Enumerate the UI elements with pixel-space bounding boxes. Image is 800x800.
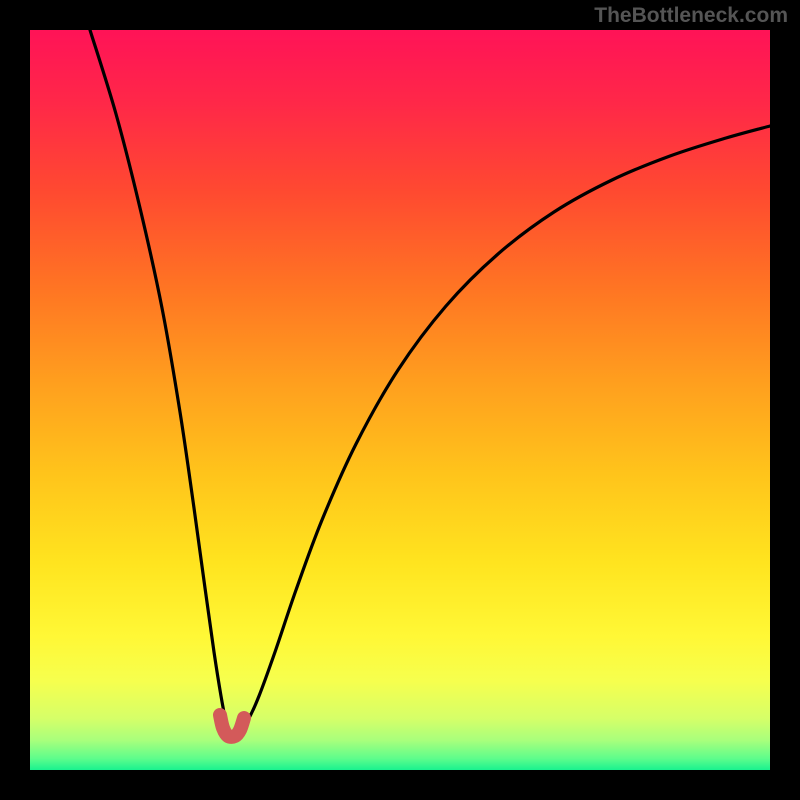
watermark-text: TheBottleneck.com (594, 4, 788, 28)
curve-layer (30, 30, 770, 770)
bottleneck-curve (90, 30, 770, 733)
plot-area (30, 30, 770, 770)
minimum-marker (220, 715, 244, 737)
chart-container: TheBottleneck.com (0, 0, 800, 800)
